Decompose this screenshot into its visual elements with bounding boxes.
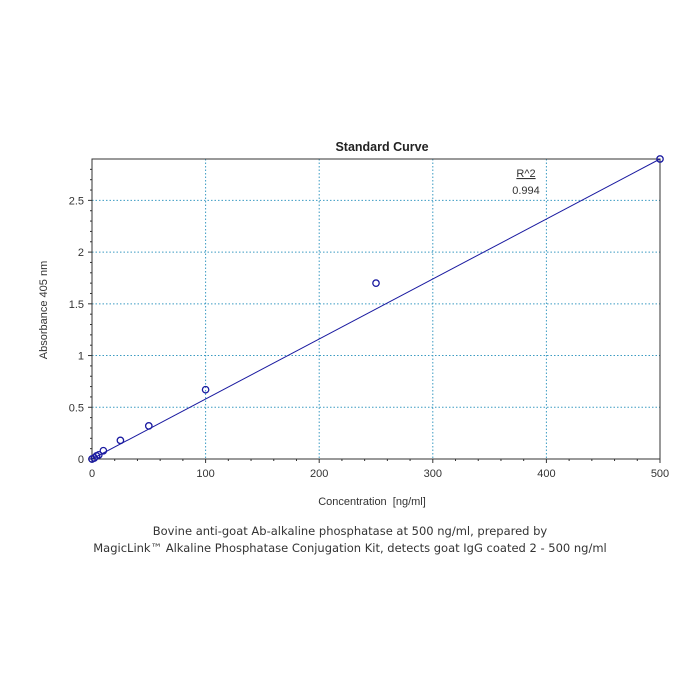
data-point [99, 446, 108, 455]
x-tick-label: 400 [537, 468, 555, 480]
x-tick-label: 200 [310, 468, 328, 480]
caption-line-1: Bovine anti-goat Ab-alkaline phosphatase… [152, 524, 548, 538]
data-point [116, 436, 125, 445]
grid-lines [92, 159, 660, 459]
x-tick-label: 100 [196, 468, 214, 480]
y-tick-label: 0.5 [69, 402, 84, 414]
figure-caption: Bovine anti-goat Ab-alkaline phosphatase… [0, 523, 700, 557]
x-tick-label: 0 [89, 468, 95, 480]
chart-title: Standard Curve [335, 140, 428, 154]
y-axis-label: Absorbance 405 nm [38, 261, 50, 359]
x-tick-label: 500 [651, 468, 669, 480]
r-squared-label: R^2 [516, 168, 535, 180]
data-point [94, 451, 103, 459]
data-point [372, 279, 380, 287]
caption-line-2: MagicLink™ Alkaline Phosphatase Conjugat… [93, 541, 607, 555]
y-tick-label: 2.5 [69, 195, 84, 207]
y-tick-label: 1 [78, 351, 84, 363]
x-axis-label: Concentration [ng/ml] [318, 496, 426, 508]
data-point [144, 422, 153, 430]
plot-area-frame [91, 158, 661, 460]
x-tick-label: 300 [424, 468, 442, 480]
y-tick-label: 2 [78, 247, 84, 259]
axis-ticks: 0 100 200 300 400 500 0 0.5 1 1.5 2 2.5 [69, 168, 669, 480]
y-tick-label: 1.5 [69, 299, 84, 311]
data-point [201, 385, 210, 394]
y-tick-label: 0 [78, 454, 84, 466]
data-points [88, 155, 664, 463]
fit-line [91, 158, 661, 460]
fit-line-layer [91, 158, 661, 460]
data-point [656, 155, 664, 163]
r-squared-value: 0.994 [512, 185, 540, 197]
